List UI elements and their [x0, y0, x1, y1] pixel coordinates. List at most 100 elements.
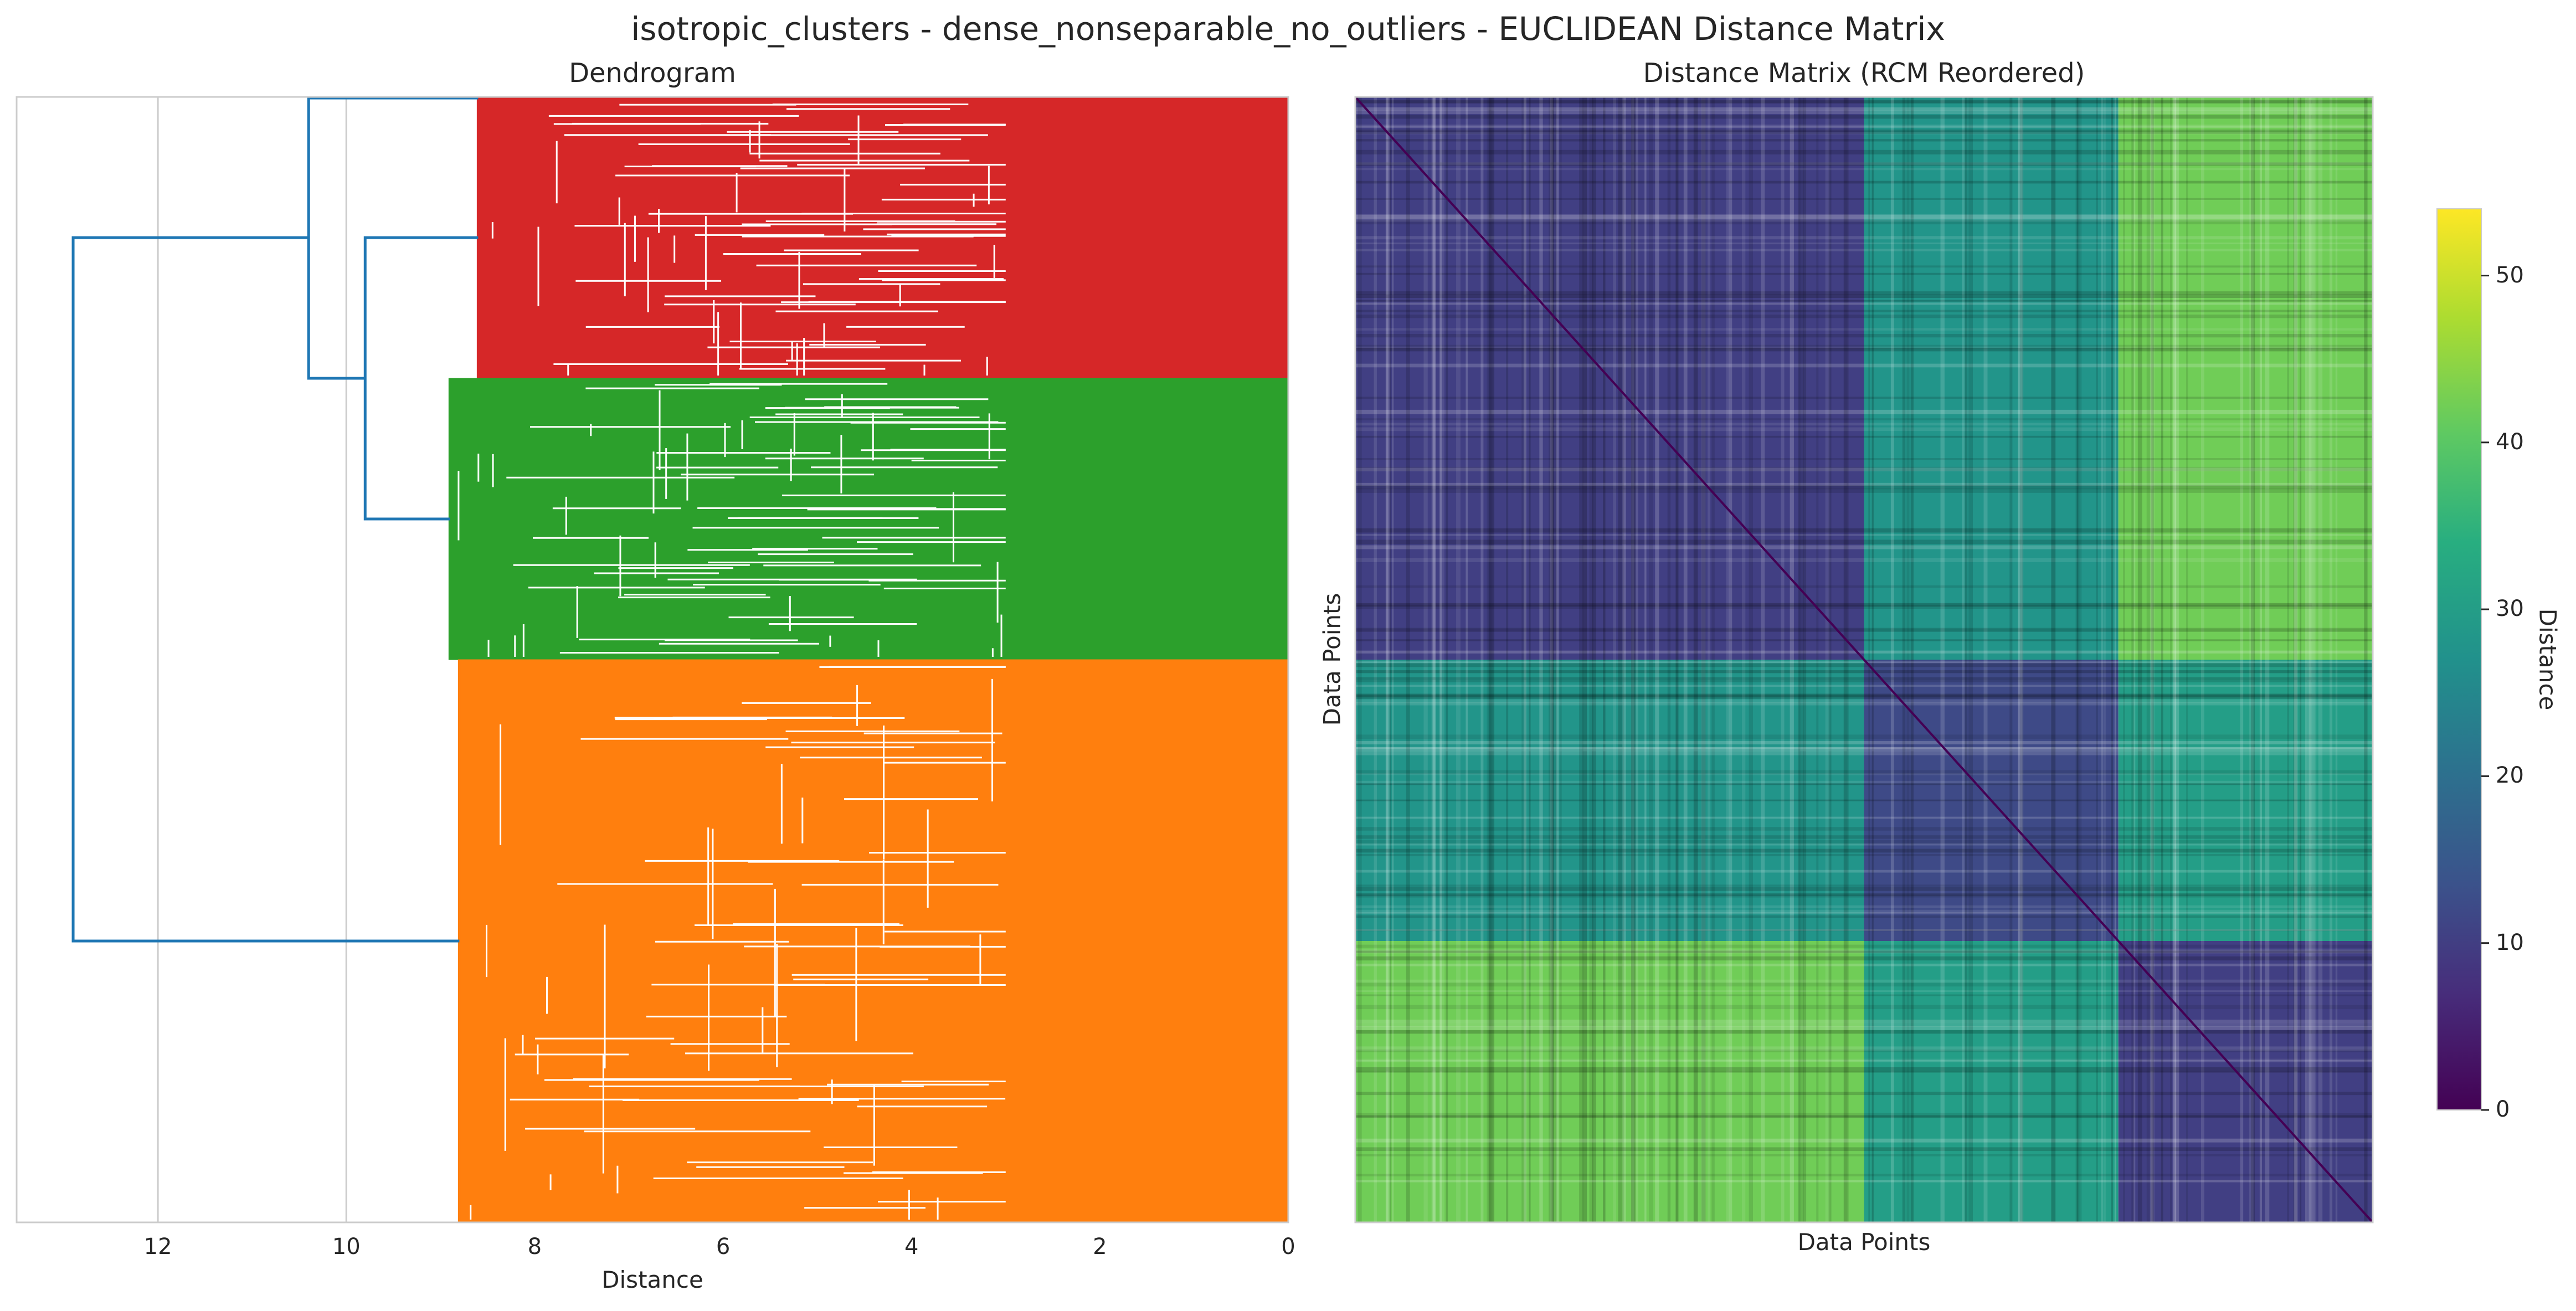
- heatmap-stripe: [1355, 346, 2373, 348]
- x-tick-label: 12: [143, 1234, 172, 1259]
- heatmap-stripe: [2200, 97, 2204, 1222]
- heatmap-stripe: [1355, 1026, 2373, 1030]
- heatmap-stripe: [1355, 485, 2373, 489]
- heatmap-stripe: [2114, 97, 2116, 1222]
- colorbar-tick-label: 30: [2496, 596, 2524, 622]
- heatmap-stripe: [1552, 97, 1557, 1222]
- link-root: [71, 236, 460, 943]
- heatmap-stripe: [1355, 747, 2373, 752]
- heatmap-stripe: [2265, 97, 2270, 1222]
- heatmap-stripe: [1355, 125, 2373, 128]
- heatmap-stripe: [1355, 1092, 2373, 1096]
- heatmap-stripe: [1355, 990, 2373, 993]
- heatmap-stripe: [1603, 97, 1606, 1222]
- heatmap-stripe: [1355, 905, 2373, 908]
- heatmap-stripe: [1355, 604, 2373, 609]
- heatmap-stripe: [2131, 97, 2134, 1222]
- heatmap-stripe: [1556, 97, 1559, 1222]
- heatmap-stripe: [1644, 97, 1647, 1222]
- heatmap-stripe: [2312, 97, 2317, 1222]
- heatmap-block: [2118, 660, 2373, 941]
- heatmap-stripe: [1355, 265, 2373, 268]
- heatmap-stripe: [1729, 97, 1732, 1222]
- x-tick-label: 4: [904, 1234, 919, 1259]
- heatmap-stripe: [1355, 132, 2373, 135]
- heatmap-stripe: [1559, 97, 1562, 1222]
- heatmap-stripe: [1589, 97, 1593, 1222]
- heatmap-stripe: [1549, 97, 1551, 1222]
- heatmap-stripe: [1355, 107, 2373, 111]
- heatmap-stripe: [1355, 215, 2373, 219]
- heatmap-stripe: [1355, 181, 2373, 184]
- heatmap-stripe: [1551, 97, 1554, 1222]
- dendrogram-cluster-fills: [450, 97, 1288, 1222]
- heatmap-stripe: [1355, 912, 2373, 914]
- heatmap-stripe: [1550, 97, 1554, 1222]
- heatmap-stripe: [1406, 97, 1410, 1222]
- heatmap-stripe: [2300, 97, 2302, 1222]
- heatmap-stripe: [1579, 97, 1583, 1222]
- heatmap-stripe: [1355, 854, 2373, 856]
- heatmap-stripe: [1355, 345, 2373, 349]
- heatmap-stripe: [1439, 97, 1442, 1222]
- heatmap-block: [1864, 97, 2119, 660]
- heatmap-frame: [1354, 96, 2374, 1223]
- heatmap-stripe: [1355, 100, 2373, 104]
- heatmap-stripe: [1355, 1154, 2373, 1156]
- colorbar-tick-label: 20: [2496, 763, 2524, 789]
- heatmap-stripe: [1355, 770, 2373, 774]
- heatmap-stripe: [1871, 97, 1874, 1222]
- heatmap-stripe: [2174, 97, 2179, 1222]
- heatmap-stripe: [1355, 418, 2373, 420]
- heatmap-stripe: [1355, 242, 2373, 245]
- heatmap-stripe: [2123, 97, 2125, 1222]
- heatmap-stripe: [1355, 783, 2373, 785]
- heatmap-stripe: [1355, 115, 2373, 119]
- heatmap-stripe: [1582, 97, 1587, 1222]
- heatmap-stripe: [2150, 97, 2153, 1222]
- heatmap-stripe: [1675, 97, 1678, 1222]
- heatmap-stripe: [1355, 198, 2373, 200]
- heatmap-stripe: [2293, 97, 2297, 1222]
- heatmap-stripe: [1613, 97, 1617, 1222]
- heatmap-stripe: [1355, 780, 2373, 784]
- heatmap-stripe: [1446, 97, 1448, 1222]
- heatmap-stripe: [1355, 949, 2373, 954]
- heatmap-stripe: [1843, 97, 1847, 1222]
- heatmap-stripe: [1355, 994, 2373, 996]
- heatmap-stripe: [1683, 97, 1688, 1222]
- heatmap-stripe: [1355, 840, 2373, 844]
- heatmap-stripe: [1355, 702, 2373, 706]
- heatmap-stripe: [1355, 670, 2373, 674]
- heatmap-stripe: [1355, 110, 2373, 114]
- heatmap-stripe: [1355, 741, 2373, 744]
- heatmap-stripe: [1355, 1113, 2373, 1118]
- heatmap-stripe: [1676, 97, 1679, 1222]
- heatmap-stripe: [1355, 1071, 2373, 1073]
- heatmap-stripe: [1355, 816, 2373, 819]
- heatmap-stripe: [2294, 97, 2297, 1222]
- heatmap-stripe: [1355, 849, 2373, 853]
- heatmap-stripe: [1355, 558, 2373, 562]
- heatmap-stripe: [1355, 685, 2373, 687]
- heatmap-stripe: [1355, 273, 2373, 275]
- heatmap-stripe: [1355, 915, 2373, 918]
- heatmap-stripe: [1355, 466, 2373, 471]
- heatmap-stripe: [1803, 97, 1807, 1222]
- heatmap-stripe: [1355, 423, 2373, 426]
- heatmap-stripe: [1355, 944, 2373, 948]
- heatmap-stripe: [1355, 694, 2373, 699]
- heatmap-stripe: [1355, 488, 2373, 490]
- heatmap-stripe: [1355, 1060, 2373, 1062]
- colorbar-tick-label: 40: [2496, 429, 2524, 455]
- heatmap-stripe: [1968, 97, 1973, 1222]
- heatmap-stripe: [1355, 409, 2373, 414]
- heatmap-stripe: [1355, 734, 2373, 739]
- heatmap-diagonal: [1354, 96, 2374, 1223]
- heatmap-stripe: [2077, 97, 2080, 1222]
- heatmap-stripe: [1940, 97, 1945, 1222]
- heatmap-stripe: [1355, 1180, 2373, 1183]
- heatmap-stripe: [1355, 693, 2373, 697]
- heatmap-stripe: [1521, 97, 1526, 1222]
- heatmap-stripe: [1355, 650, 2373, 654]
